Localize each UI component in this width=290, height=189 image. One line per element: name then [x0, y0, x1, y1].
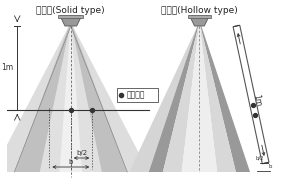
Polygon shape	[163, 26, 199, 172]
Text: 충공형(Hollow type): 충공형(Hollow type)	[161, 6, 238, 15]
Polygon shape	[200, 26, 236, 172]
Polygon shape	[40, 26, 102, 172]
Polygon shape	[182, 26, 217, 172]
Polygon shape	[190, 16, 209, 26]
Polygon shape	[200, 26, 250, 172]
Polygon shape	[0, 26, 69, 172]
Text: b/2: b/2	[255, 156, 264, 161]
Text: b/2: b/2	[76, 150, 87, 156]
Polygon shape	[129, 26, 197, 172]
Text: b: b	[269, 164, 272, 169]
Polygon shape	[60, 16, 81, 26]
Text: 중실형(Solid type): 중실형(Solid type)	[37, 6, 105, 15]
Polygon shape	[149, 26, 198, 172]
Polygon shape	[14, 26, 127, 172]
Text: b: b	[69, 159, 73, 165]
FancyBboxPatch shape	[117, 88, 157, 102]
Text: 1m: 1m	[1, 64, 13, 73]
Polygon shape	[73, 26, 149, 172]
Polygon shape	[233, 25, 269, 164]
Bar	[188, 15, 211, 18]
Text: 1m: 1m	[251, 94, 263, 107]
Text: 측정위치: 측정위치	[126, 91, 145, 99]
Bar	[58, 15, 84, 18]
Polygon shape	[59, 26, 82, 172]
